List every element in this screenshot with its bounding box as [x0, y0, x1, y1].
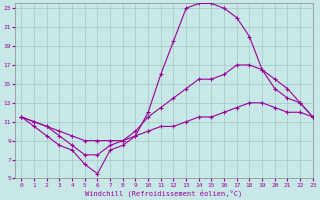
X-axis label: Windchill (Refroidissement éolien,°C): Windchill (Refroidissement éolien,°C) — [85, 189, 243, 197]
